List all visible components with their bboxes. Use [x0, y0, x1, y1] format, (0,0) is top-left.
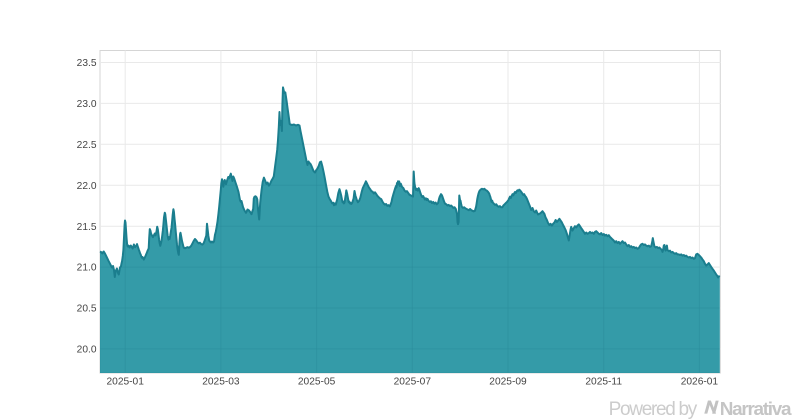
svg-text:Narrativa: Narrativa [720, 399, 792, 420]
svg-text:2025-03: 2025-03 [202, 377, 240, 388]
svg-text:23.0: 23.0 [77, 99, 97, 110]
svg-text:2025-05: 2025-05 [298, 377, 336, 388]
svg-text:Powered by: Powered by [609, 399, 698, 420]
svg-text:2026-01: 2026-01 [681, 377, 719, 388]
svg-text:20.5: 20.5 [77, 304, 97, 315]
svg-text:21.5: 21.5 [77, 222, 97, 233]
svg-text:21.0: 21.0 [77, 263, 97, 274]
svg-text:2025-01: 2025-01 [107, 377, 145, 388]
svg-text:22.0: 22.0 [77, 181, 97, 192]
svg-text:2025-07: 2025-07 [394, 377, 432, 388]
svg-text:2025-09: 2025-09 [489, 377, 527, 388]
svg-text:23.5: 23.5 [77, 58, 97, 69]
svg-text:2025-11: 2025-11 [585, 377, 622, 388]
svg-text:22.5: 22.5 [77, 140, 97, 151]
svg-text:20.0: 20.0 [77, 345, 97, 356]
